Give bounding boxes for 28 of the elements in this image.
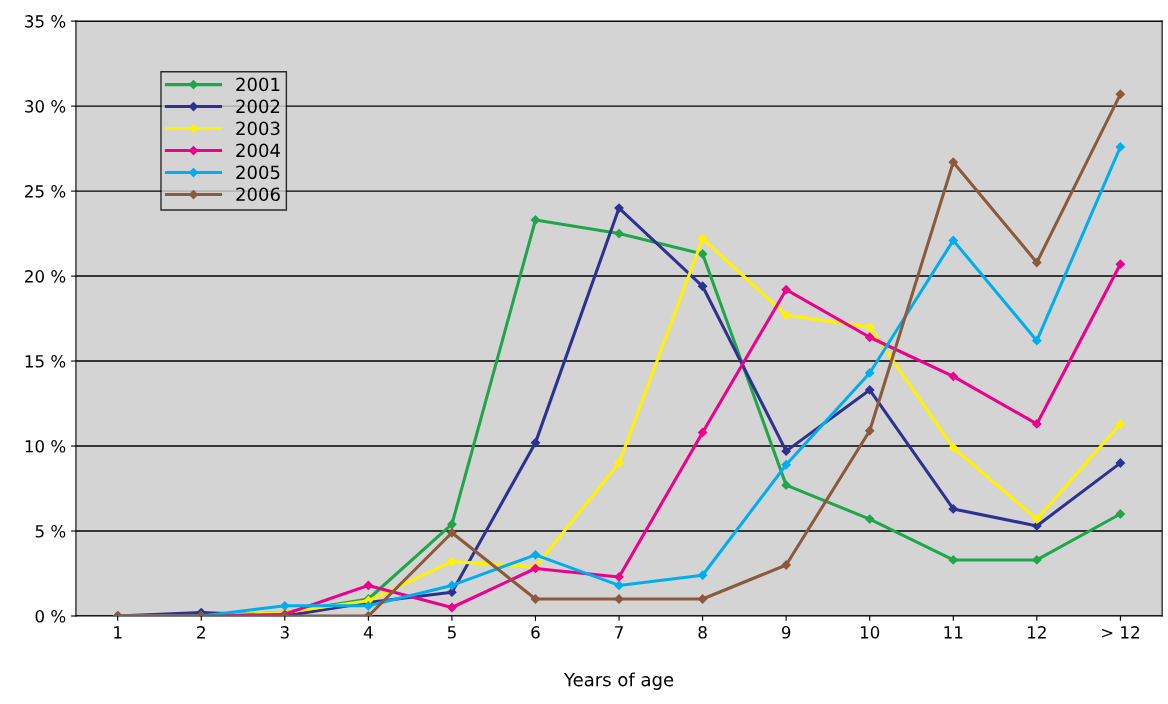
x-tick-label: 7 xyxy=(615,626,623,639)
x-tick-label: 4 xyxy=(363,626,373,639)
legend-label: 2004 xyxy=(236,143,280,158)
x-tick-label: 8 xyxy=(698,626,707,639)
x-tick-label: 2 xyxy=(197,626,205,639)
y-tick-label: 30 % xyxy=(25,100,66,113)
x-tick-label: 11 xyxy=(944,626,963,639)
legend-label: 2006 xyxy=(236,187,280,202)
y-tick-label: 5 % xyxy=(35,524,66,538)
x-tick-label: > 12 xyxy=(1101,626,1139,639)
y-tick-label: 25 % xyxy=(25,185,66,198)
x-tick-label: 5 xyxy=(447,626,456,639)
legend-label: 2003 xyxy=(236,121,280,136)
legend-label: 2001 xyxy=(236,77,280,92)
y-tick-label: 35 % xyxy=(25,15,66,28)
y-tick-label: 10 % xyxy=(25,440,66,453)
y-tick-label: 15 % xyxy=(25,355,66,368)
x-tick-label: 10 xyxy=(860,626,880,639)
y-tick-label: 0 % xyxy=(35,609,66,623)
x-tick-label: 12 xyxy=(1028,626,1046,639)
x-tick-label: 6 xyxy=(531,626,540,639)
y-tick-label: 20 % xyxy=(25,270,66,283)
x-tick-label: 3 xyxy=(280,626,289,639)
legend-label: 2005 xyxy=(236,165,280,180)
x-tick-label: 1 xyxy=(114,626,122,639)
x-tick-label: 9 xyxy=(781,626,791,639)
legend-label: 2002 xyxy=(236,99,280,114)
x-axis-title: Years of age xyxy=(563,672,674,690)
